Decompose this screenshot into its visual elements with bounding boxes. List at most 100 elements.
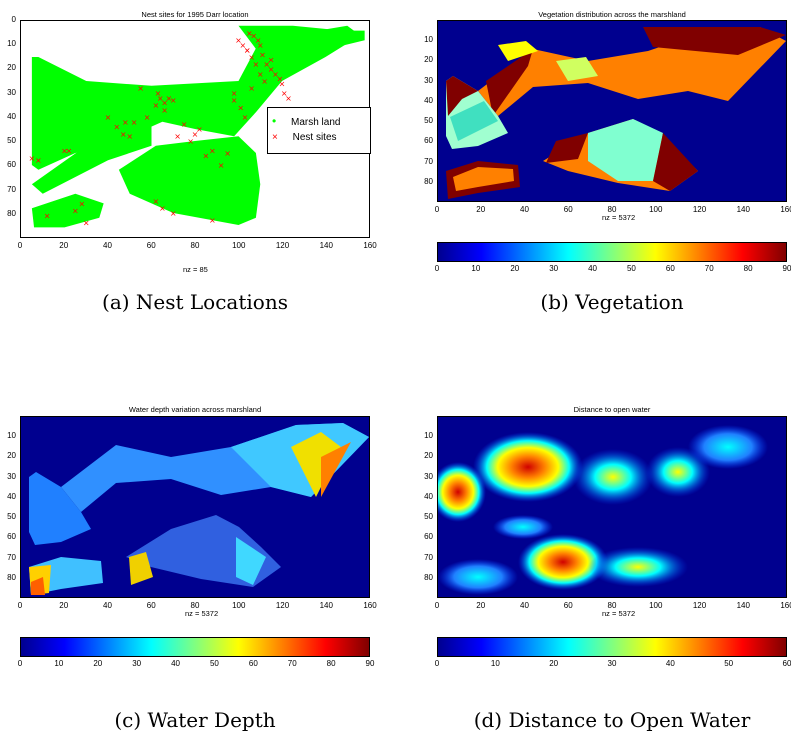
nest-site-point: × [224, 149, 231, 158]
nest-site-point: × [281, 89, 288, 98]
nest-site-point: × [246, 29, 253, 38]
nest-site-point: × [170, 96, 177, 105]
x-tick-label-c: 0 [17, 601, 23, 610]
x-tick-label-a: 0 [17, 241, 23, 250]
y-tick-label-b: 50 [424, 116, 433, 126]
nest-site-point: × [126, 132, 133, 141]
y-tick-label-c: 80 [7, 572, 16, 582]
x-tick-label-c: 20 [59, 601, 69, 610]
y-tick-label-c: 60 [7, 532, 16, 542]
nest-site-point: × [79, 199, 86, 208]
x-tick-label-d: 20 [476, 601, 486, 610]
y-tick-label-d: 50 [424, 512, 433, 522]
colorbar-tick-label-d: 0 [434, 659, 440, 668]
plot-area-b [437, 20, 787, 202]
nest-site-point: × [166, 94, 173, 103]
chart-title-a: Nest sites for 1995 Darr location [141, 10, 249, 19]
chart-title-b: Vegetation distribution across the marsh… [538, 10, 686, 19]
y-tick-label-d: 40 [424, 491, 433, 501]
x-tick-label-d: 0 [434, 601, 440, 610]
nest-site-point: × [187, 137, 194, 146]
xlabel-d: nz = 5372 [602, 609, 636, 618]
colorbar-tick-label-c: 70 [287, 659, 297, 668]
nest-site-point: × [239, 41, 246, 50]
colorbar-tick-label-d: 20 [549, 659, 559, 668]
colorbar-tick-label-c: 50 [209, 659, 219, 668]
x-tick-label-b: 20 [476, 205, 486, 214]
nest-site-point: × [120, 130, 127, 139]
nest-marker-icon: × [272, 132, 278, 143]
nest-site-point: × [248, 53, 255, 62]
y-tick-label-a: 40 [7, 111, 16, 121]
plot-area-a: × × × × × × × × × × × × × × × × × × × × × × × × × × × × × × × × × × × × × × × ×… [20, 20, 370, 238]
y-tick-label-c: 70 [7, 552, 16, 562]
nest-site-point: × [263, 60, 270, 69]
y-tick-label-d: 70 [424, 552, 433, 562]
nest-site-point: × [192, 130, 199, 139]
nest-site-point: × [203, 151, 210, 160]
nest-site-point: × [152, 197, 159, 206]
nest-site-point: × [218, 161, 225, 170]
nest-site-point: × [105, 113, 112, 122]
x-tick-label-b: 140 [736, 205, 750, 214]
y-tick-label-d: 60 [424, 532, 433, 542]
y-tick-label-a: 60 [7, 160, 16, 170]
legend-item-marsh: • Marsh land [272, 114, 340, 128]
nest-site-point: × [65, 147, 72, 156]
y-tick-label-b: 30 [424, 75, 433, 85]
nest-site-point: × [235, 36, 242, 45]
x-tick-label-b: 120 [692, 205, 707, 214]
nest-site-point: × [257, 70, 264, 79]
nest-site-point: × [231, 96, 238, 105]
y-tick-label-d: 20 [424, 451, 433, 461]
nest-site-point: × [285, 94, 292, 103]
y-tick-label-a: 70 [7, 184, 16, 194]
legend-a: • Marsh land × Nest sites [267, 107, 371, 154]
nest-site-point: × [250, 31, 257, 40]
nest-site-point: × [113, 123, 120, 132]
colorbar-tick-label-c: 60 [248, 659, 258, 668]
x-tick-label-d: 160 [780, 601, 791, 610]
x-tick-label-c: 60 [146, 601, 156, 610]
marsh-marker-icon: • [272, 114, 277, 128]
nest-site-point: × [122, 118, 129, 127]
nest-site-point: × [261, 77, 268, 86]
nest-site-point: × [196, 125, 203, 134]
x-tick-label-d: 140 [736, 601, 750, 610]
nest-site-point: × [231, 89, 238, 98]
nest-site-point: × [209, 216, 216, 225]
x-tick-label-a: 20 [59, 241, 69, 250]
nest-site-point: × [29, 154, 36, 163]
colorbar-tick-label-b: 60 [665, 264, 675, 273]
x-tick-label-b: 160 [780, 205, 791, 214]
x-tick-label-c: 40 [103, 601, 112, 610]
colorbar-tick-label-c: 40 [171, 659, 180, 668]
nest-site-point: × [161, 106, 168, 115]
y-tick-label-a: 0 [11, 15, 16, 24]
nest-site-point: × [244, 46, 251, 55]
xlabel-b: nz = 5372 [602, 213, 636, 222]
colorbar-tick-label-b: 70 [704, 264, 714, 273]
nest-site-point: × [253, 60, 260, 69]
x-tick-label-b: 40 [520, 205, 529, 214]
legend-label-nest: Nest sites [292, 132, 337, 143]
nest-site-point: × [248, 84, 255, 93]
nest-site-point: × [276, 75, 283, 84]
y-tick-label-c: 10 [7, 431, 16, 441]
y-tick-label-c: 20 [7, 451, 16, 461]
x-tick-label-d: 60 [563, 601, 573, 610]
x-tick-label-a: 80 [190, 241, 200, 250]
xlabel-c: nz = 5372 [185, 609, 219, 618]
colorbar-d [437, 637, 787, 657]
legend-item-nest: × Nest sites [272, 132, 337, 143]
colorbar-tick-label-d: 10 [490, 659, 500, 668]
y-tick-label-a: 20 [7, 63, 16, 73]
y-tick-label-c: 50 [7, 512, 16, 522]
colorbar-tick-label-c: 0 [17, 659, 23, 668]
caption-d: (d) Distance to Open Water [473, 708, 751, 732]
nest-site-point: × [144, 113, 151, 122]
nest-site-point: × [155, 89, 162, 98]
legend-label-marsh: Marsh land [290, 117, 341, 128]
distance-map [438, 425, 768, 595]
nest-site-point: × [61, 147, 68, 156]
